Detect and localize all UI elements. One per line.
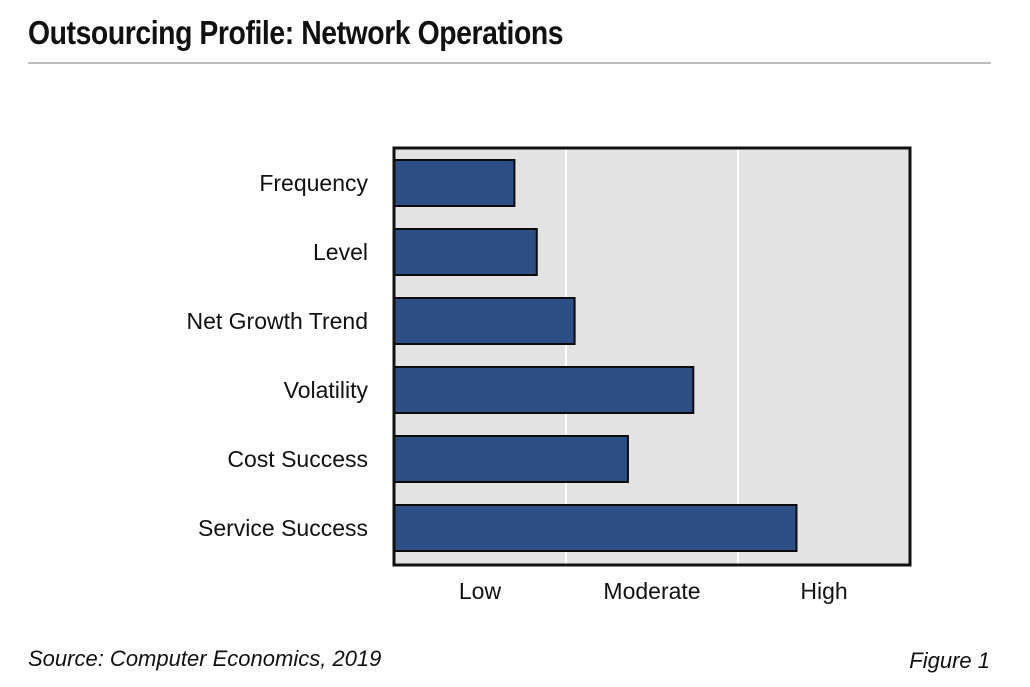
- source-note: Source: Computer Economics, 2019: [28, 646, 382, 671]
- plot-frame: [392, 146, 912, 567]
- bar-frequency: [393, 159, 516, 207]
- category-label-frequency: Frequency: [259, 170, 368, 196]
- figure-label: Figure 1: [909, 648, 990, 673]
- bars: [393, 159, 798, 552]
- category-labels: Frequency Level Net Growth Trend Volatility…: [186, 170, 368, 541]
- category-label-volatility: Volatility: [284, 377, 369, 403]
- x-tick-label-low: Low: [459, 578, 502, 604]
- x-tick-label-moderate: Moderate: [603, 578, 700, 604]
- bar-level: [393, 228, 538, 276]
- bar-volatility: [393, 366, 695, 414]
- chart-title: Outsourcing Profile: Network Operations: [28, 14, 564, 51]
- category-label-service-success: Service Success: [198, 515, 368, 541]
- bar-net-growth-trend: [393, 297, 576, 345]
- x-tick-labels: Low Moderate High: [459, 578, 848, 604]
- x-tick-label-high: High: [800, 578, 847, 604]
- gridlines: [565, 148, 739, 565]
- category-label-cost-success: Cost Success: [227, 446, 368, 472]
- title-divider: [28, 62, 991, 64]
- plot-area: [394, 148, 910, 565]
- category-label-net-growth-trend: Net Growth Trend: [186, 308, 368, 334]
- category-label-level: Level: [313, 239, 368, 265]
- bar-service-success: [393, 504, 798, 552]
- bar-cost-success: [393, 435, 629, 483]
